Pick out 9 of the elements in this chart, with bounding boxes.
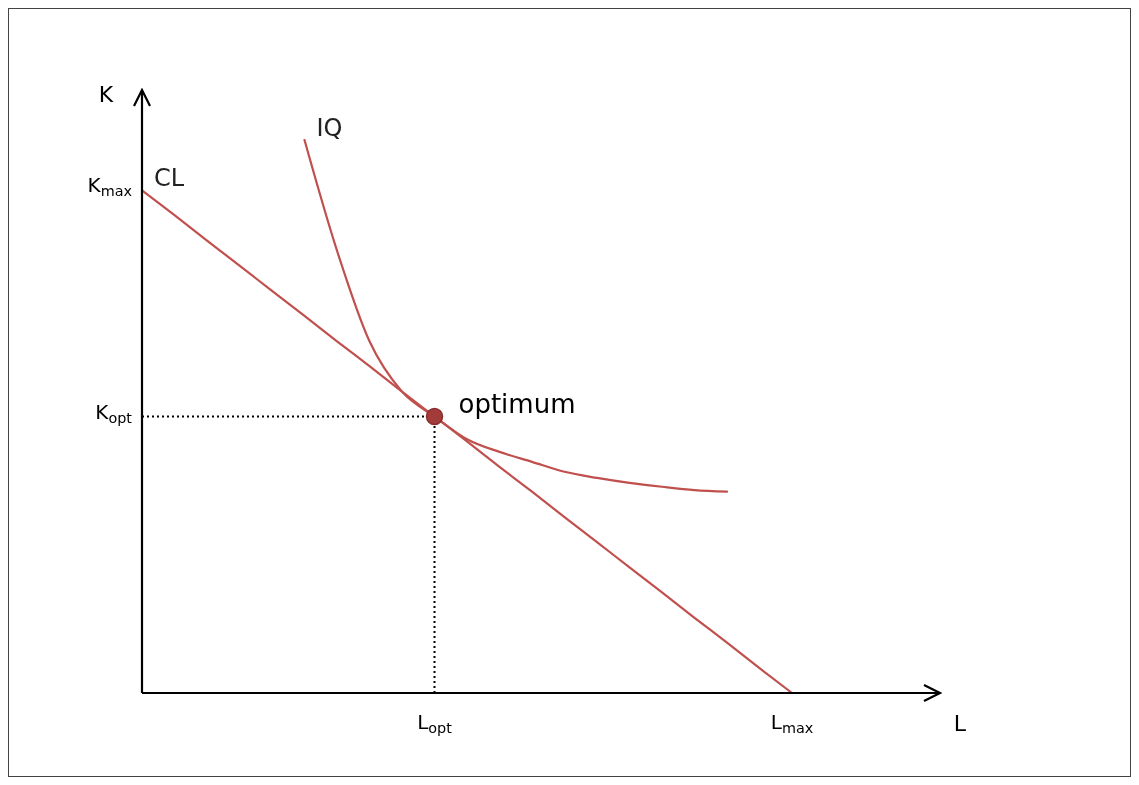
text: K$_{opt}$ <box>95 399 133 425</box>
x-tick-label: L$_{opt}$ <box>417 710 453 736</box>
text: K$_{max}$ <box>87 173 133 199</box>
series-label: CL <box>154 164 185 193</box>
y-axis-title: K <box>98 82 114 107</box>
x-tick-label: L$_{max}$ <box>770 710 814 736</box>
x-axis-title: L <box>953 711 967 736</box>
annotation: optimum <box>458 388 576 419</box>
series-label: IQ <box>316 114 343 142</box>
